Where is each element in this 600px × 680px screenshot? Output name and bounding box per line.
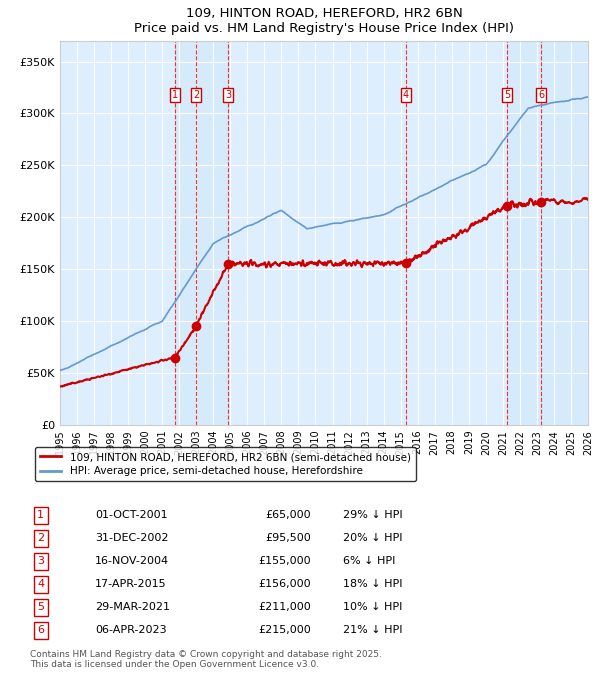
Text: 2: 2 bbox=[37, 533, 44, 543]
Text: 21% ↓ HPI: 21% ↓ HPI bbox=[343, 626, 403, 636]
Text: 16-NOV-2004: 16-NOV-2004 bbox=[95, 556, 169, 566]
Title: 109, HINTON ROAD, HEREFORD, HR2 6BN
Price paid vs. HM Land Registry's House Pric: 109, HINTON ROAD, HEREFORD, HR2 6BN Pric… bbox=[134, 7, 514, 35]
Text: £155,000: £155,000 bbox=[258, 556, 311, 566]
Text: 2: 2 bbox=[193, 90, 199, 99]
Text: 29-MAR-2021: 29-MAR-2021 bbox=[95, 602, 170, 613]
Text: 17-APR-2015: 17-APR-2015 bbox=[95, 579, 166, 590]
Bar bbox=[175, 41, 228, 425]
Text: £156,000: £156,000 bbox=[258, 579, 311, 590]
Text: 6% ↓ HPI: 6% ↓ HPI bbox=[343, 556, 395, 566]
Bar bbox=[507, 41, 596, 425]
Text: 1: 1 bbox=[172, 90, 178, 99]
Text: 6: 6 bbox=[538, 90, 544, 99]
Text: 3: 3 bbox=[225, 90, 231, 99]
Text: £95,500: £95,500 bbox=[265, 533, 311, 543]
Text: 31-DEC-2002: 31-DEC-2002 bbox=[95, 533, 168, 543]
Text: £65,000: £65,000 bbox=[265, 511, 311, 520]
Text: 6: 6 bbox=[37, 626, 44, 636]
Text: 01-OCT-2001: 01-OCT-2001 bbox=[95, 511, 167, 520]
Text: 1: 1 bbox=[37, 511, 44, 520]
Text: 18% ↓ HPI: 18% ↓ HPI bbox=[343, 579, 403, 590]
Text: 06-APR-2023: 06-APR-2023 bbox=[95, 626, 166, 636]
Text: 4: 4 bbox=[37, 579, 44, 590]
Legend: 109, HINTON ROAD, HEREFORD, HR2 6BN (semi-detached house), HPI: Average price, s: 109, HINTON ROAD, HEREFORD, HR2 6BN (sem… bbox=[35, 447, 416, 481]
Text: 29% ↓ HPI: 29% ↓ HPI bbox=[343, 511, 403, 520]
Text: 3: 3 bbox=[37, 556, 44, 566]
Text: £211,000: £211,000 bbox=[258, 602, 311, 613]
Text: 5: 5 bbox=[37, 602, 44, 613]
Text: Contains HM Land Registry data © Crown copyright and database right 2025.
This d: Contains HM Land Registry data © Crown c… bbox=[30, 650, 382, 669]
Text: 10% ↓ HPI: 10% ↓ HPI bbox=[343, 602, 403, 613]
Text: 20% ↓ HPI: 20% ↓ HPI bbox=[343, 533, 403, 543]
Text: 5: 5 bbox=[504, 90, 510, 99]
Text: 4: 4 bbox=[403, 90, 409, 99]
Text: £215,000: £215,000 bbox=[258, 626, 311, 636]
